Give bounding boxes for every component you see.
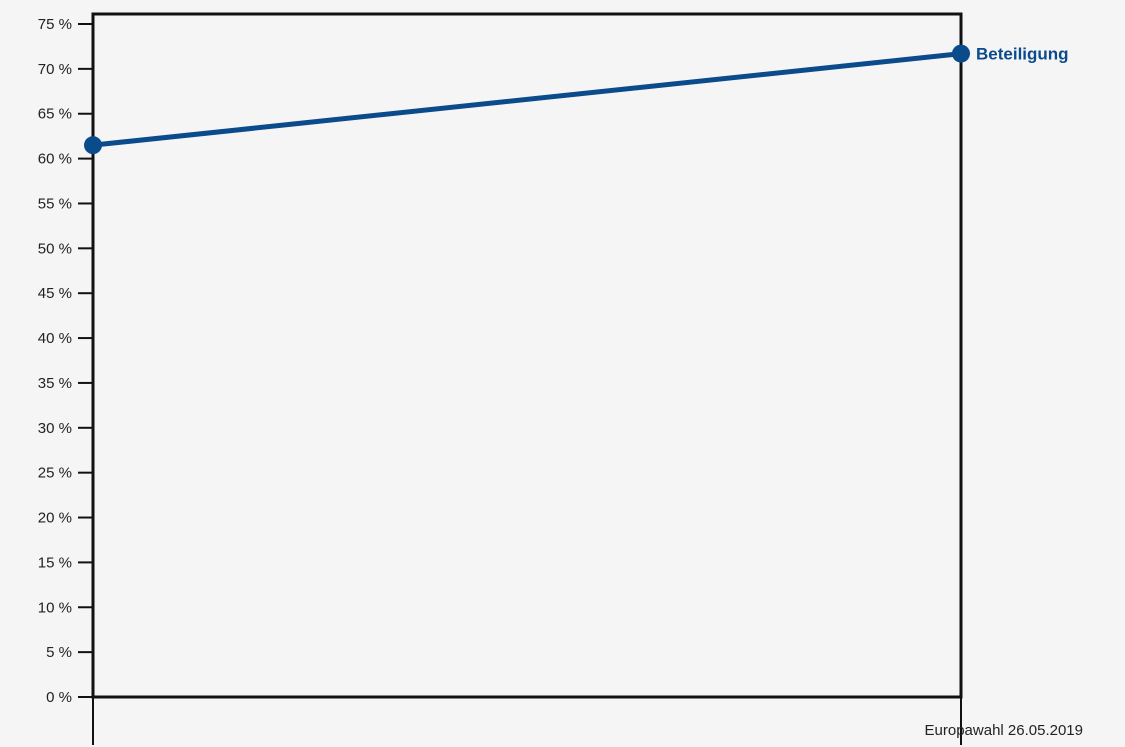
series-label: Beteiligung [976, 45, 1069, 64]
x-tick-label: Europawahl 26.05.2019 [925, 722, 1083, 739]
data-point [952, 45, 970, 63]
plot-frame [93, 14, 961, 697]
y-tick-label: 55 % [38, 195, 72, 212]
y-tick-label: 50 % [38, 240, 72, 257]
y-tick-label: 40 % [38, 330, 72, 347]
y-axis: 0 % 5 % 10 % 15 % 20 % 25 % 30 % 35 % 40 % 45 % 50… [38, 16, 93, 706]
data-point [84, 136, 102, 154]
y-tick-label: 10 % [38, 599, 72, 616]
y-tick-label: 70 % [38, 61, 72, 78]
y-tick-label: 45 % [38, 285, 72, 302]
y-tick-label: 60 % [38, 151, 72, 168]
y-tick-label: 25 % [38, 465, 72, 482]
y-tick-label: 15 % [38, 554, 72, 571]
y-tick-label: 20 % [38, 510, 72, 527]
y-tick-label: 5 % [46, 644, 72, 661]
y-tick-label: 75 % [38, 16, 72, 33]
y-tick-label: 65 % [38, 106, 72, 123]
y-tick-label: 35 % [38, 375, 72, 392]
y-tick-label: 30 % [38, 420, 72, 437]
x-axis: Europawahl 26.05.2019 [93, 697, 1083, 745]
y-tick-label: 0 % [46, 689, 72, 706]
